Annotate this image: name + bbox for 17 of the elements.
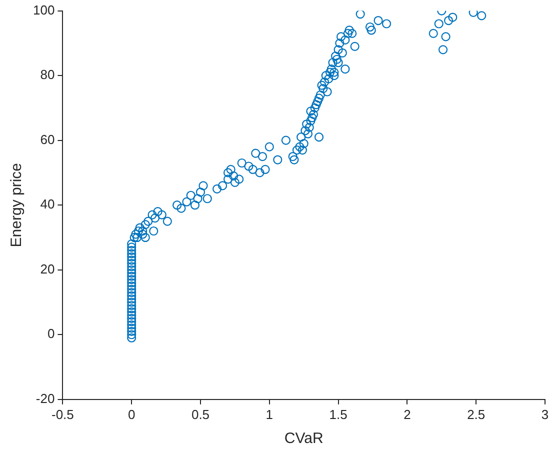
y-tick-label: 40 — [40, 196, 55, 212]
x-axis-title: CVaR — [284, 430, 324, 448]
y-axis-title: Energy price — [8, 162, 26, 248]
x-tick-label: 0 — [128, 406, 136, 422]
y-tick-label: 0 — [47, 326, 55, 342]
x-tick-label: -0.5 — [51, 406, 74, 422]
x-tick-label: 2.5 — [467, 406, 486, 422]
y-tick-label: -20 — [36, 390, 55, 406]
y-tick-label: 20 — [40, 261, 55, 276]
x-tick-label: 0.5 — [191, 406, 210, 422]
x-tick-label: 3 — [541, 406, 549, 422]
y-tick-label: 100 — [32, 2, 55, 18]
x-tick-label: 2 — [404, 406, 411, 422]
y-tick-label: 80 — [40, 67, 55, 82]
x-tick-label: 1.5 — [329, 406, 348, 422]
x-tick-label: 1 — [266, 406, 274, 422]
y-tick-label: 60 — [40, 132, 55, 147]
